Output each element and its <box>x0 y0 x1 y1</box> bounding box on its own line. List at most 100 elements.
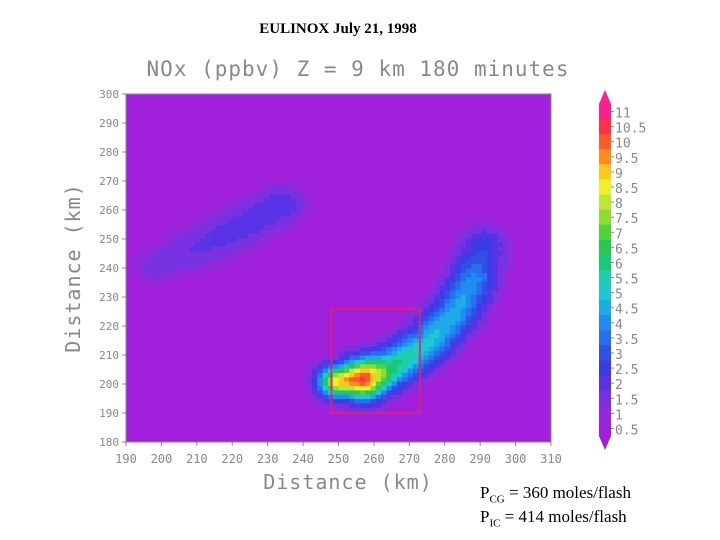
heatmap-cell <box>481 224 488 230</box>
heatmap-cell <box>450 307 456 313</box>
heatmap-cell <box>195 246 201 252</box>
heatmap-cell <box>428 376 435 382</box>
heatmap-cell <box>466 250 472 256</box>
heatmap-cell <box>439 359 446 365</box>
heatmap-cell <box>460 341 467 347</box>
heatmap-cell <box>232 198 239 204</box>
heatmap-cell <box>428 307 435 313</box>
heatmap-cell <box>290 198 297 204</box>
heatmap-cell <box>466 276 472 282</box>
heatmap-cell <box>439 328 446 334</box>
y-tick-label: 240 <box>99 262 119 275</box>
heatmap-cell <box>269 237 276 243</box>
heatmap-cell <box>428 350 435 356</box>
colorbar-label: 3 <box>615 348 623 363</box>
heatmap-cell <box>232 246 239 252</box>
heatmap-cell <box>423 350 430 356</box>
heatmap-cell <box>370 407 377 413</box>
heatmap-cell <box>338 372 345 378</box>
heatmap-cell <box>179 272 186 278</box>
heatmap-cell <box>471 254 478 260</box>
heatmap-cell <box>296 202 302 208</box>
heatmap-cell <box>444 341 451 347</box>
heatmap-cell <box>147 268 154 273</box>
colorbar-label: 7 <box>615 227 623 242</box>
heatmap-cell <box>232 228 239 234</box>
heatmap-cell <box>365 394 371 400</box>
colorbar-segment <box>599 285 611 301</box>
heatmap-cell <box>503 259 510 265</box>
heatmap-cell <box>365 376 371 382</box>
heatmap-cell <box>311 398 318 404</box>
heatmap-cell <box>476 324 483 330</box>
heatmap-cell <box>365 346 371 352</box>
heatmap-cell <box>481 241 488 247</box>
heatmap-cell <box>216 224 223 230</box>
heatmap-cell <box>354 376 361 382</box>
heatmap-cell <box>253 237 260 243</box>
colorbar-label: 9.5 <box>615 152 638 167</box>
heatmap-cell <box>237 220 244 226</box>
heatmap-cell <box>481 254 488 260</box>
heatmap-cell <box>370 363 377 369</box>
heatmap-cell <box>136 254 143 260</box>
heatmap-cell <box>163 272 170 278</box>
heatmap-cell <box>232 237 239 243</box>
heatmap-cell <box>333 363 340 369</box>
heatmap-cell <box>216 202 223 208</box>
heatmap-cell <box>141 268 148 273</box>
heatmap-cell <box>444 298 451 304</box>
heatmap-cell <box>412 324 419 330</box>
heatmap-cell <box>211 220 217 226</box>
heatmap-cell <box>306 381 313 387</box>
heatmap-cell <box>476 302 483 308</box>
heatmap-cell <box>402 372 409 378</box>
heatmap-cell <box>359 359 366 365</box>
heatmap-cell <box>242 202 249 208</box>
heatmap-cell <box>157 237 164 243</box>
heatmap-cell <box>338 398 345 404</box>
heatmap-cell <box>221 237 228 243</box>
heatmap-cell <box>386 337 393 343</box>
heatmap-cell <box>354 381 361 387</box>
heatmap-cell <box>264 220 271 226</box>
heatmap-cell <box>343 407 350 413</box>
y-tick-labels: 180 190 200 210 220 230 240 250 260 270 280 290 300 <box>99 88 126 449</box>
heatmap-cell <box>168 250 175 256</box>
heatmap-cell <box>460 254 467 260</box>
heatmap-cell <box>386 368 393 373</box>
heatmap-cell <box>428 333 435 339</box>
heatmap-cell <box>428 355 435 360</box>
heatmap-cell <box>296 207 302 213</box>
heatmap-cell <box>205 259 212 265</box>
heatmap-cell <box>381 328 387 334</box>
heatmap-cell <box>285 228 292 234</box>
heatmap-cell <box>333 398 340 404</box>
heatmap-cell <box>439 324 446 330</box>
heatmap-cell <box>173 276 180 282</box>
heatmap-cell <box>396 346 403 352</box>
heatmap-cell <box>455 285 462 291</box>
ic-value: = 414 moles/flash <box>500 507 627 526</box>
heatmap-cell <box>497 259 504 265</box>
heatmap-cell <box>508 233 515 239</box>
heatmap-cell <box>428 298 435 304</box>
heatmap-cell <box>439 337 446 343</box>
heatmap-cell <box>269 181 276 186</box>
heatmap-cell <box>450 359 456 365</box>
heatmap-cell <box>253 233 260 239</box>
heatmap-cell <box>359 372 366 378</box>
heatmap-cell <box>184 224 191 230</box>
heatmap-cell <box>503 272 510 278</box>
heatmap-cell <box>141 263 148 269</box>
heatmap-cell <box>221 202 228 208</box>
heatmap-cell <box>280 220 286 226</box>
heatmap-cell <box>152 263 159 269</box>
heatmap-cell <box>195 228 201 234</box>
colorbar-segment <box>599 270 611 286</box>
heatmap-cell <box>221 220 228 226</box>
heatmap-cell <box>428 285 435 291</box>
heatmap-cell <box>471 298 478 304</box>
heatmap-cell <box>168 233 175 239</box>
ic-subscript: IC <box>489 517 501 530</box>
